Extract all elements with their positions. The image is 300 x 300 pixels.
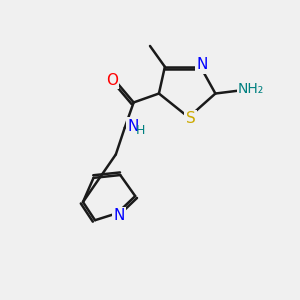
Text: H: H — [136, 124, 145, 137]
Text: N: N — [113, 208, 124, 223]
Text: NH₂: NH₂ — [238, 82, 264, 96]
Text: N: N — [197, 57, 208, 72]
Text: O: O — [106, 73, 118, 88]
Text: S: S — [186, 111, 196, 126]
Text: N: N — [128, 119, 139, 134]
